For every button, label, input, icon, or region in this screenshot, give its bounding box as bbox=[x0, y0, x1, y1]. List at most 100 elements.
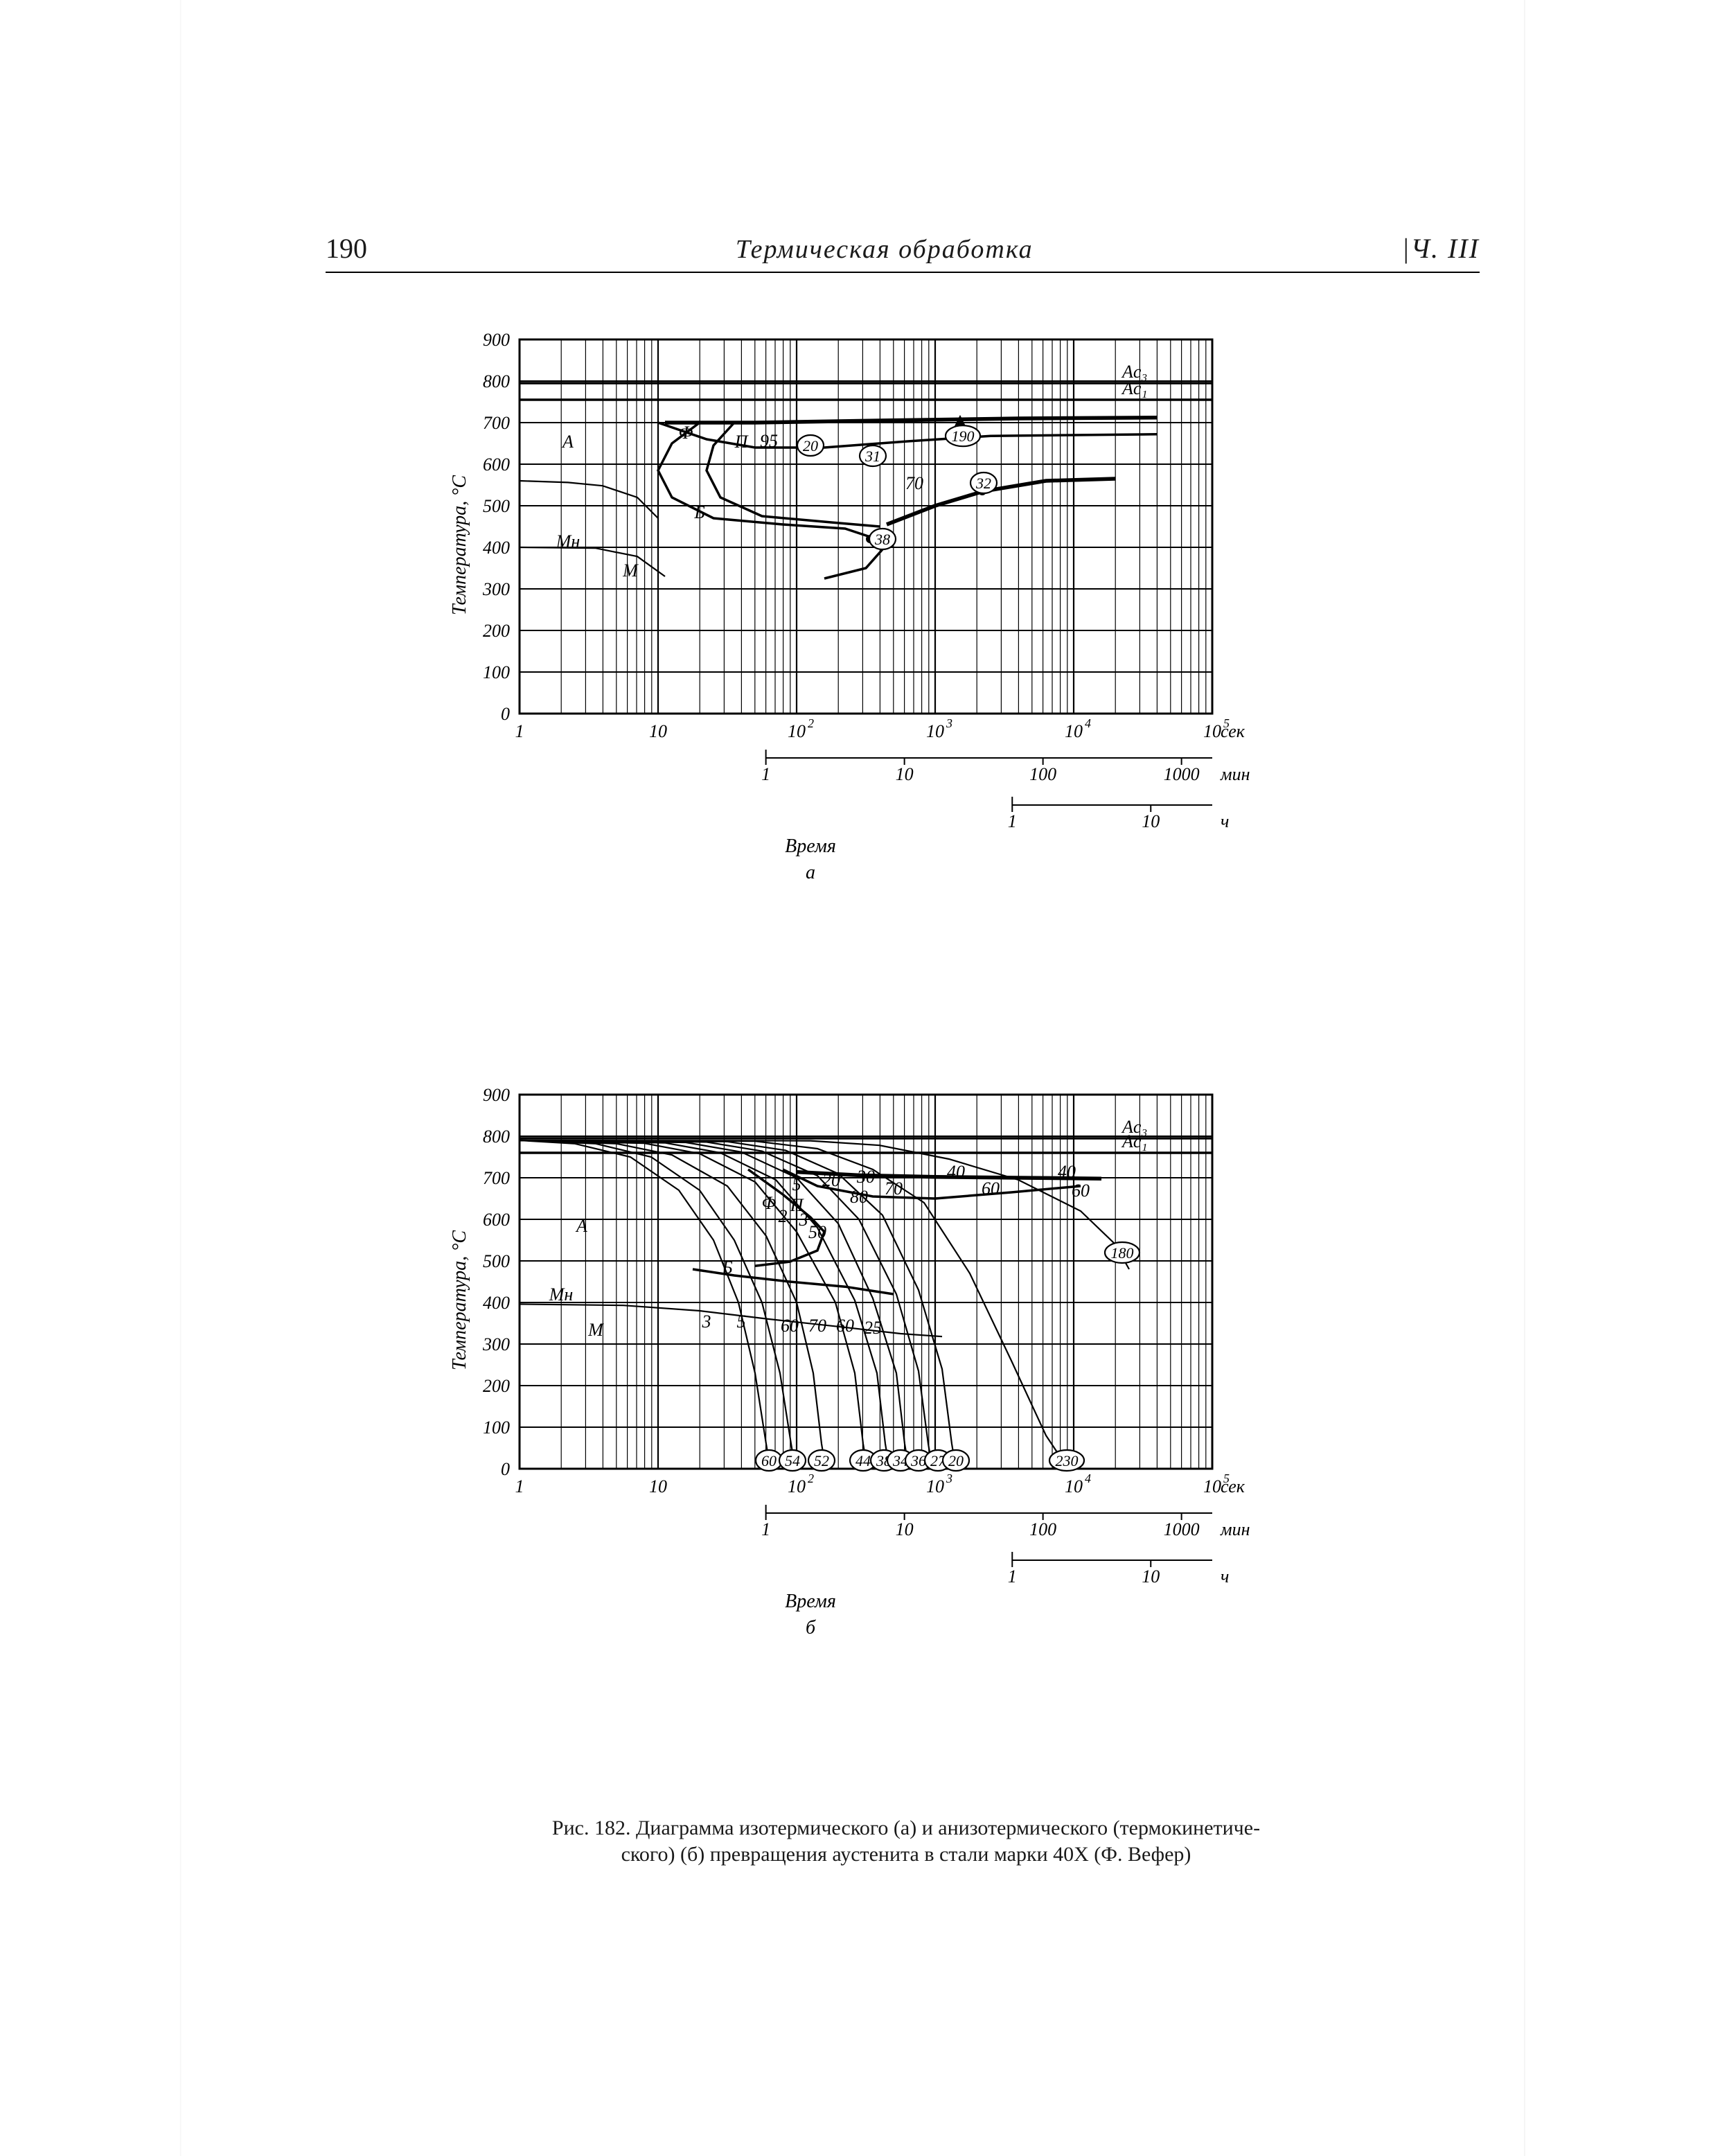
svg-text:400: 400 bbox=[483, 1293, 510, 1313]
svg-text:95: 95 bbox=[760, 431, 778, 451]
svg-text:Температура, °С: Температура, °С bbox=[449, 1230, 470, 1370]
svg-text:800: 800 bbox=[483, 371, 510, 391]
svg-text:10: 10 bbox=[896, 1519, 914, 1539]
svg-text:Б: Б bbox=[693, 502, 704, 522]
caption-line2: ского) (б) превращения аустенита в стали… bbox=[621, 1843, 1191, 1866]
figure-caption: Рис. 182. Диаграмма изотермического (а) … bbox=[360, 1815, 1452, 1867]
svg-text:Ac₁: Ac₁ bbox=[1121, 378, 1147, 398]
svg-text:60: 60 bbox=[1072, 1181, 1090, 1201]
figure-b: Ac₃Ac₁АФПБMнМ235203070805040604060356070… bbox=[443, 1081, 1261, 1677]
svg-text:36: 36 bbox=[910, 1452, 926, 1469]
svg-text:700: 700 bbox=[483, 1168, 510, 1188]
part-label: |Ч. III bbox=[1401, 232, 1480, 265]
svg-text:5: 5 bbox=[737, 1311, 746, 1332]
svg-text:10: 10 bbox=[1142, 1566, 1160, 1587]
svg-text:60: 60 bbox=[781, 1316, 799, 1336]
page-number: 190 bbox=[326, 232, 367, 265]
svg-text:500: 500 bbox=[483, 1251, 510, 1271]
svg-text:40: 40 bbox=[1058, 1162, 1076, 1182]
svg-text:54: 54 bbox=[785, 1452, 800, 1469]
svg-text:400: 400 bbox=[483, 538, 510, 558]
svg-text:3: 3 bbox=[702, 1311, 711, 1332]
svg-text:230: 230 bbox=[1056, 1452, 1079, 1469]
svg-text:10: 10 bbox=[649, 721, 667, 741]
svg-text:180: 180 bbox=[1111, 1244, 1134, 1262]
svg-text:4: 4 bbox=[1085, 1472, 1091, 1485]
scanned-page: 190 Термическая обработка |Ч. III Ac₃Ac₁… bbox=[0, 0, 1729, 2156]
svg-text:52: 52 bbox=[814, 1452, 829, 1469]
svg-text:Б: Б bbox=[721, 1257, 732, 1278]
svg-text:мин: мин bbox=[1220, 764, 1250, 784]
svg-text:10: 10 bbox=[926, 721, 944, 741]
svg-text:2: 2 bbox=[779, 1206, 788, 1226]
svg-text:10: 10 bbox=[788, 721, 806, 741]
svg-text:1: 1 bbox=[761, 1519, 770, 1539]
svg-text:200: 200 bbox=[483, 1376, 510, 1396]
svg-text:А: А bbox=[575, 1216, 587, 1236]
svg-text:1000: 1000 bbox=[1164, 764, 1200, 784]
svg-text:700: 700 bbox=[483, 413, 510, 433]
svg-text:100: 100 bbox=[483, 1417, 510, 1438]
svg-text:сек: сек bbox=[1221, 721, 1245, 741]
svg-text:70: 70 bbox=[808, 1316, 826, 1336]
svg-text:25: 25 bbox=[864, 1318, 882, 1338]
svg-text:мин: мин bbox=[1220, 1519, 1250, 1539]
svg-text:5: 5 bbox=[792, 1174, 801, 1194]
running-title: Термическая обработка bbox=[367, 234, 1401, 265]
svg-text:1: 1 bbox=[515, 1476, 524, 1496]
svg-text:100: 100 bbox=[1029, 764, 1056, 784]
svg-text:0: 0 bbox=[501, 704, 510, 724]
svg-text:800: 800 bbox=[483, 1126, 510, 1147]
running-head: 190 Термическая обработка |Ч. III bbox=[326, 232, 1480, 273]
svg-text:500: 500 bbox=[483, 496, 510, 516]
svg-text:а: а bbox=[806, 862, 815, 883]
svg-text:сек: сек bbox=[1221, 1476, 1245, 1496]
svg-text:20: 20 bbox=[803, 437, 818, 454]
caption-prefix: Рис. 182. bbox=[552, 1817, 631, 1839]
svg-text:70: 70 bbox=[905, 473, 923, 493]
svg-text:б: б bbox=[806, 1617, 816, 1638]
svg-text:900: 900 bbox=[483, 330, 510, 350]
caption-line1: Диаграмма изотермического (а) и анизотер… bbox=[636, 1817, 1260, 1839]
svg-text:Время: Время bbox=[785, 1591, 836, 1612]
svg-text:Mн: Mн bbox=[556, 531, 580, 551]
svg-text:44: 44 bbox=[855, 1452, 871, 1469]
svg-text:31: 31 bbox=[864, 448, 880, 465]
svg-text:100: 100 bbox=[1029, 1519, 1056, 1539]
svg-text:200: 200 bbox=[483, 621, 510, 641]
svg-text:10: 10 bbox=[926, 1476, 944, 1496]
svg-text:1000: 1000 bbox=[1164, 1519, 1200, 1539]
svg-text:Mн: Mн bbox=[549, 1284, 574, 1305]
svg-text:2: 2 bbox=[808, 1472, 814, 1485]
svg-text:10: 10 bbox=[1065, 721, 1083, 741]
svg-text:30: 30 bbox=[856, 1167, 875, 1187]
svg-text:20: 20 bbox=[822, 1170, 840, 1190]
svg-text:38: 38 bbox=[874, 531, 890, 548]
svg-text:20: 20 bbox=[948, 1452, 964, 1469]
svg-text:1: 1 bbox=[1008, 811, 1017, 831]
svg-text:Время: Время bbox=[785, 836, 836, 857]
svg-text:1: 1 bbox=[515, 721, 524, 741]
svg-text:М: М bbox=[587, 1320, 604, 1340]
svg-text:10: 10 bbox=[896, 764, 914, 784]
svg-text:10: 10 bbox=[649, 1476, 667, 1496]
svg-text:60: 60 bbox=[836, 1316, 854, 1336]
svg-text:0: 0 bbox=[501, 1459, 510, 1479]
svg-text:10: 10 bbox=[788, 1476, 806, 1496]
svg-text:900: 900 bbox=[483, 1085, 510, 1105]
svg-text:10: 10 bbox=[1065, 1476, 1083, 1496]
svg-text:Ф: Ф bbox=[679, 423, 693, 443]
svg-text:50: 50 bbox=[808, 1222, 826, 1242]
svg-text:Ac₁: Ac₁ bbox=[1121, 1131, 1147, 1151]
svg-text:300: 300 bbox=[482, 1334, 510, 1354]
svg-text:70: 70 bbox=[885, 1178, 903, 1199]
svg-text:М: М bbox=[622, 560, 639, 581]
svg-text:3: 3 bbox=[799, 1210, 808, 1230]
svg-text:300: 300 bbox=[482, 579, 510, 599]
svg-text:П: П bbox=[734, 432, 750, 452]
svg-text:1: 1 bbox=[1008, 1566, 1017, 1587]
svg-text:ч: ч bbox=[1221, 1566, 1229, 1587]
svg-text:32: 32 bbox=[975, 475, 991, 492]
svg-text:Температура, °С: Температура, °С bbox=[449, 475, 470, 615]
svg-text:600: 600 bbox=[483, 1210, 510, 1230]
